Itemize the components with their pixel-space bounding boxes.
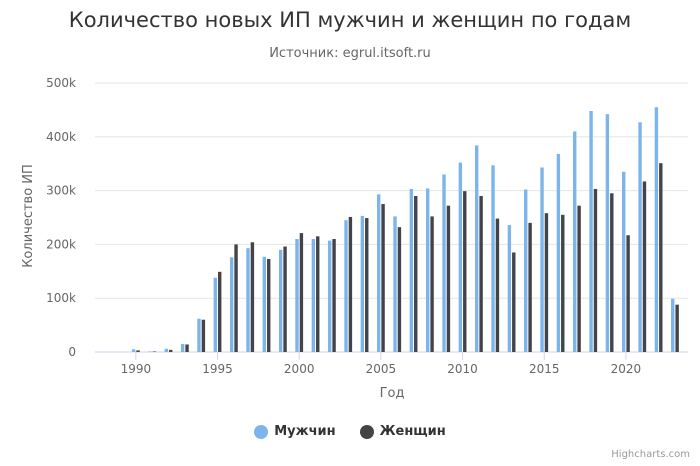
legend-label-women: Женщин — [379, 424, 446, 439]
x-tick-label: 1995 — [202, 362, 233, 376]
bar-men[interactable] — [475, 145, 479, 352]
legend-item-women[interactable]: Женщин — [359, 424, 446, 439]
bar-women[interactable] — [414, 195, 418, 352]
bar-men[interactable] — [131, 349, 136, 352]
bar-men[interactable] — [573, 131, 577, 352]
bar-women[interactable] — [642, 181, 647, 352]
bar-women[interactable] — [561, 214, 565, 352]
bar-men[interactable] — [327, 240, 332, 352]
bars — [131, 107, 679, 353]
bar-women[interactable] — [283, 246, 287, 352]
x-tick-label: 2015 — [529, 362, 560, 376]
bar-men[interactable] — [311, 239, 316, 352]
legend-marker-men — [254, 424, 269, 439]
bar-women[interactable] — [659, 163, 663, 352]
bar-women[interactable] — [152, 351, 157, 352]
x-tick-label: 1990 — [121, 362, 152, 376]
bar-men[interactable] — [589, 110, 593, 352]
y-tick-label: 100k — [46, 291, 76, 305]
y-axis-ticks: 0 100k 200k 300k 400k 500k — [46, 76, 76, 359]
bar-men[interactable] — [409, 188, 414, 352]
bar-women[interactable] — [446, 205, 451, 352]
bar-men[interactable] — [654, 107, 659, 353]
bar-women[interactable] — [463, 191, 467, 352]
bar-women[interactable] — [332, 239, 336, 352]
credits-link[interactable]: Highcharts.com — [611, 449, 690, 460]
x-tick-label: 2000 — [284, 362, 315, 376]
bar-women[interactable] — [169, 349, 173, 352]
chart-subtitle: Источник: egrul.itsoft.ru — [269, 46, 431, 61]
bar-men[interactable] — [491, 165, 495, 352]
bar-men[interactable] — [507, 225, 512, 352]
bar-men[interactable] — [344, 220, 348, 352]
bar-men[interactable] — [180, 343, 185, 352]
bar-men[interactable] — [278, 249, 283, 352]
x-tick-label: 2005 — [366, 362, 397, 376]
legend: Мужчин Женщин — [0, 424, 700, 439]
bar-women[interactable] — [365, 218, 369, 352]
y-tick-label: 200k — [46, 237, 76, 251]
bar-men[interactable] — [197, 318, 201, 352]
bar-women[interactable] — [299, 233, 304, 352]
bar-women[interactable] — [136, 350, 140, 352]
bar-women[interactable] — [430, 216, 434, 352]
y-tick-label: 400k — [46, 130, 76, 144]
bar-men[interactable] — [622, 171, 626, 352]
bar-women[interactable] — [185, 344, 189, 352]
bar-men[interactable] — [148, 351, 152, 352]
legend-item-men[interactable]: Мужчин — [254, 424, 336, 439]
bar-women[interactable] — [512, 252, 516, 352]
bar-men[interactable] — [458, 162, 463, 352]
bar-women[interactable] — [201, 319, 206, 352]
y-tick-label: 500k — [46, 76, 76, 90]
bar-women[interactable] — [495, 218, 500, 352]
x-axis-title: Год — [380, 386, 405, 401]
x-axis-ticks: 1990 1995 2000 2005 2010 2015 2020 — [121, 352, 642, 376]
x-tick-label: 2010 — [447, 362, 478, 376]
y-axis-title: Количество ИП — [21, 164, 36, 268]
bar-men[interactable] — [393, 216, 397, 352]
bar-men[interactable] — [213, 277, 218, 352]
bar-women[interactable] — [626, 235, 630, 352]
bar-women[interactable] — [610, 193, 614, 352]
bar-men[interactable] — [524, 189, 528, 352]
bar-men[interactable] — [246, 248, 250, 352]
bar-men[interactable] — [540, 167, 544, 352]
y-tick-label: 300k — [46, 184, 76, 198]
bar-men[interactable] — [360, 215, 365, 352]
bar-men[interactable] — [556, 154, 561, 352]
bar-men[interactable] — [605, 114, 610, 352]
bar-women[interactable] — [544, 213, 549, 352]
chart-title: Количество новых ИП мужчин и женщин по г… — [68, 8, 632, 32]
legend-marker-women — [359, 424, 374, 439]
bar-men[interactable] — [442, 174, 446, 352]
bar-women[interactable] — [675, 304, 679, 352]
bar-women[interactable] — [234, 244, 238, 352]
bar-women[interactable] — [250, 242, 255, 352]
bar-women[interactable] — [397, 227, 402, 352]
bar-men[interactable] — [376, 194, 381, 352]
y-tick-label: 0 — [68, 345, 76, 359]
bar-women[interactable] — [528, 222, 532, 352]
bar-men[interactable] — [425, 188, 430, 352]
bar-men[interactable] — [638, 122, 642, 353]
bar-men[interactable] — [262, 256, 267, 352]
bar-women[interactable] — [577, 205, 581, 352]
bar-men[interactable] — [164, 348, 169, 352]
bar-women[interactable] — [348, 216, 353, 352]
bar-men[interactable] — [671, 298, 675, 352]
bar-men[interactable] — [229, 257, 234, 352]
bar-men[interactable] — [295, 239, 299, 352]
bar-women[interactable] — [267, 258, 271, 352]
legend-label-men: Мужчин — [274, 424, 336, 439]
gridlines — [95, 82, 688, 353]
x-tick-label: 2020 — [611, 362, 642, 376]
bar-women[interactable] — [593, 188, 598, 352]
bar-women[interactable] — [381, 204, 385, 352]
bar-women[interactable] — [316, 236, 320, 352]
bar-women[interactable] — [218, 271, 222, 352]
bar-women[interactable] — [479, 195, 483, 352]
